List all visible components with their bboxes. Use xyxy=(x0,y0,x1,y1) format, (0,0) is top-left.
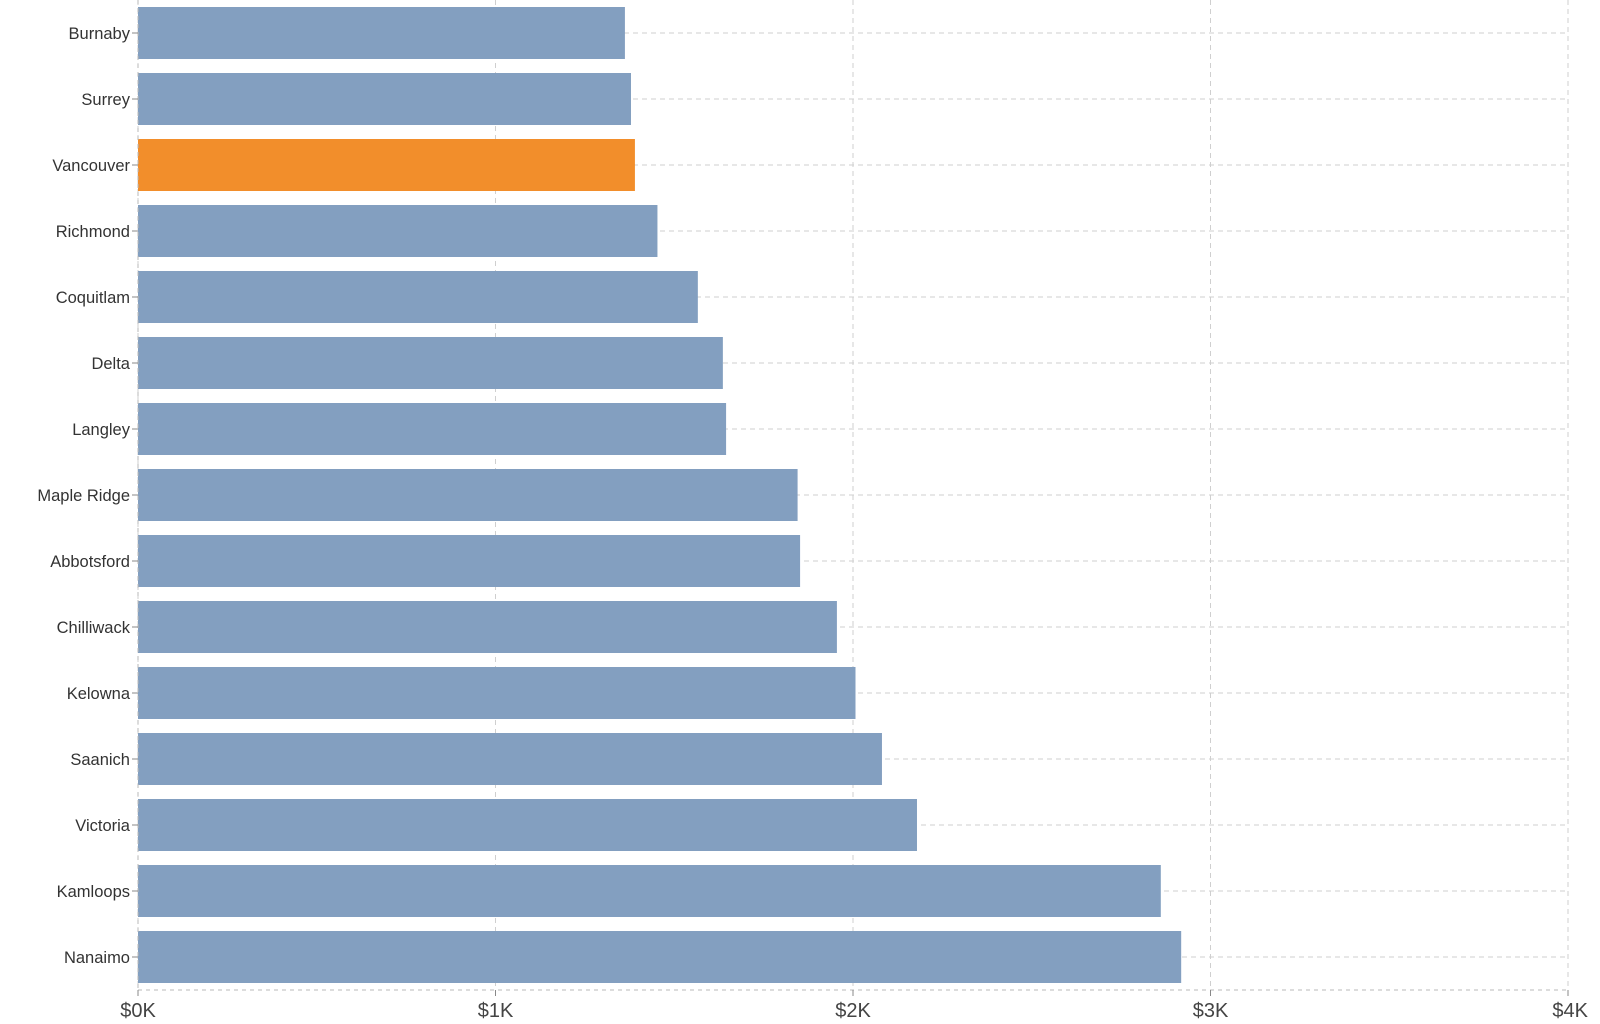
bar-surrey[interactable] xyxy=(138,73,631,125)
bar-chilliwack[interactable] xyxy=(138,601,837,653)
bar-maple-ridge[interactable] xyxy=(138,469,798,521)
y-tick-label: Langley xyxy=(72,421,131,439)
bar-nanaimo[interactable] xyxy=(138,931,1181,983)
bar-victoria[interactable] xyxy=(138,799,917,851)
y-tick-label: Surrey xyxy=(81,91,130,109)
bar-coquitlam[interactable] xyxy=(138,271,698,323)
y-tick-label: Chilliwack xyxy=(57,619,131,637)
y-tick-label: Victoria xyxy=(75,817,131,835)
y-tick-label: Kelowna xyxy=(67,685,131,703)
x-tick-label: $4K xyxy=(1552,1000,1588,1022)
x-tick-label: $0K xyxy=(120,1000,156,1022)
y-tick-label: Vancouver xyxy=(52,157,130,175)
y-tick-label: Nanaimo xyxy=(64,949,130,967)
bar-kelowna[interactable] xyxy=(138,667,856,719)
y-tick-label: Kamloops xyxy=(57,883,130,901)
bar-delta[interactable] xyxy=(138,337,723,389)
bar-saanich[interactable] xyxy=(138,733,882,785)
y-tick-label: Coquitlam xyxy=(56,289,130,307)
y-tick-label: Abbotsford xyxy=(50,553,130,571)
y-tick-label: Maple Ridge xyxy=(37,487,130,505)
y-tick-label: Richmond xyxy=(56,223,130,241)
y-tick-label: Burnaby xyxy=(69,25,131,43)
x-tick-label: $3K xyxy=(1193,1000,1229,1022)
x-tick-label: $2K xyxy=(835,1000,871,1022)
bar-richmond[interactable] xyxy=(138,205,657,257)
y-tick-label: Delta xyxy=(91,355,130,373)
bar-kamloops[interactable] xyxy=(138,865,1161,917)
bar-vancouver[interactable] xyxy=(138,139,635,191)
bar-langley[interactable] xyxy=(138,403,726,455)
y-tick-label: Saanich xyxy=(70,751,130,769)
bar-burnaby[interactable] xyxy=(138,7,625,59)
x-tick-label: $1K xyxy=(478,1000,514,1022)
bar-abbotsford[interactable] xyxy=(138,535,800,587)
